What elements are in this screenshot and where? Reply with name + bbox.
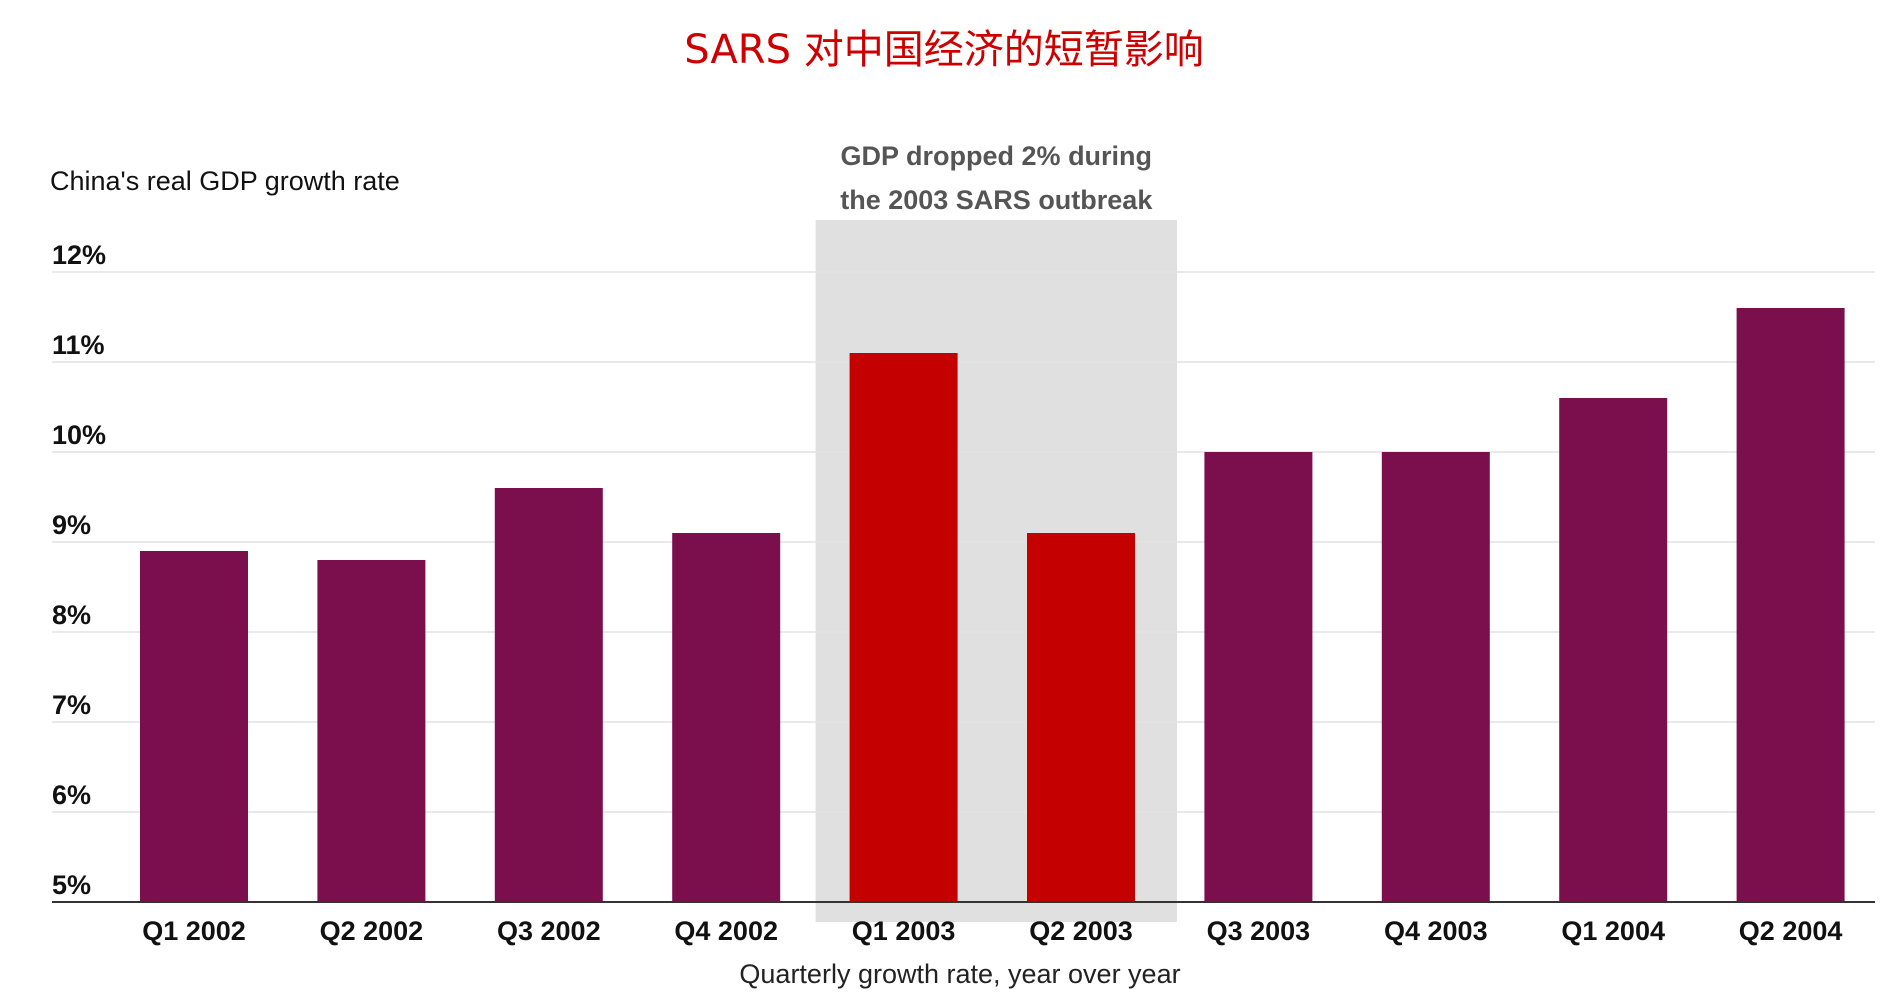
bar <box>317 560 426 902</box>
annotation-line-2: the 2003 SARS outbreak <box>840 185 1153 215</box>
x-tick-label: Q2 2002 <box>320 916 424 946</box>
y-tick-label: 8% <box>52 600 91 630</box>
x-tick-label: Q2 2004 <box>1739 916 1843 946</box>
bar <box>494 488 603 902</box>
x-tick-labels: Q1 2002 Q2 2002 Q3 2002 Q4 2002 Q1 2003 Q2 20… <box>142 916 1842 946</box>
bar <box>140 551 248 902</box>
bar <box>672 533 781 902</box>
y-axis-label: China's real GDP growth rate <box>50 166 400 196</box>
y-tick-label: 5% <box>52 870 91 900</box>
bar <box>1736 308 1845 902</box>
bars <box>140 308 1845 902</box>
x-tick-label: Q1 2004 <box>1561 916 1665 946</box>
y-tick-label: 9% <box>52 510 91 540</box>
x-tick-label: Q4 2003 <box>1384 916 1488 946</box>
x-axis-label: Quarterly growth rate, year over year <box>739 959 1180 989</box>
y-tick-labels: 5% 6% 7% 8% 9% 10% 11% 12% <box>52 240 106 900</box>
bar <box>1381 452 1490 902</box>
x-tick-label: Q3 2002 <box>497 916 601 946</box>
annotation-line-1: GDP dropped 2% during <box>841 141 1153 171</box>
bar <box>1559 398 1668 902</box>
y-tick-label: 10% <box>52 420 106 450</box>
bar <box>1027 533 1135 902</box>
y-tick-label: 7% <box>52 690 91 720</box>
bar <box>1204 452 1313 902</box>
chart-title: SARS 对中国经济的短暂影响 <box>684 27 1203 73</box>
x-tick-label: Q1 2002 <box>142 916 246 946</box>
x-tick-label: Q3 2003 <box>1207 916 1311 946</box>
x-tick-label: Q4 2002 <box>674 916 778 946</box>
y-tick-label: 12% <box>52 240 106 270</box>
y-tick-label: 6% <box>52 780 91 810</box>
x-tick-label: Q2 2003 <box>1029 916 1133 946</box>
x-tick-label: Q1 2003 <box>852 916 956 946</box>
bar <box>849 353 958 902</box>
y-tick-label: 11% <box>52 330 105 360</box>
